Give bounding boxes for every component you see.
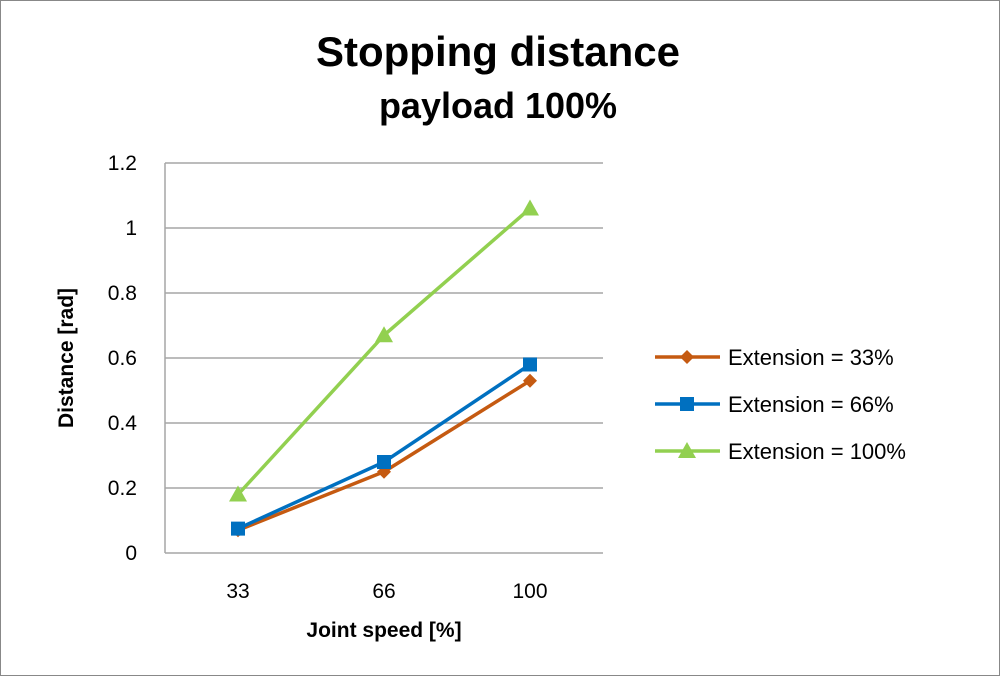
legend-marker: [678, 442, 696, 458]
data-point: [231, 521, 245, 536]
legend-label: Extension = 33%: [728, 345, 894, 370]
legend-label: Extension = 100%: [728, 439, 906, 464]
legend-marker: [680, 350, 694, 364]
y-tick-label: 0.8: [108, 282, 137, 305]
x-tick-label: 33: [226, 580, 249, 603]
legend-marker: [680, 397, 694, 411]
y-axis-label: Distance [rad]: [55, 288, 78, 428]
chart-title: Stopping distance: [316, 28, 680, 75]
x-tick-label: 66: [372, 580, 395, 603]
y-tick-label: 1.2: [108, 152, 137, 175]
legend-item: Extension = 66%: [655, 392, 894, 417]
data-point: [375, 326, 393, 343]
data-point: [523, 373, 537, 388]
y-tick-label: 0.2: [108, 477, 137, 500]
y-tick-label: 0: [125, 542, 137, 565]
data-point: [377, 455, 391, 469]
x-tick-label: 100: [512, 580, 547, 603]
data-point: [521, 199, 539, 216]
x-axis-label: Joint speed [%]: [306, 619, 461, 642]
y-tick-label: 0.6: [108, 347, 137, 370]
y-tick-label: 1: [125, 217, 137, 240]
legend-item: Extension = 100%: [655, 439, 906, 464]
chart-subtitle: payload 100%: [379, 85, 617, 126]
legend-label: Extension = 66%: [728, 392, 894, 417]
data-point: [523, 357, 537, 372]
legend-item: Extension = 33%: [655, 345, 894, 370]
y-tick-label: 0.4: [108, 412, 138, 435]
series-2: [231, 357, 537, 536]
series-line: [236, 207, 532, 496]
series-3: [229, 199, 539, 502]
data-point: [229, 485, 247, 502]
